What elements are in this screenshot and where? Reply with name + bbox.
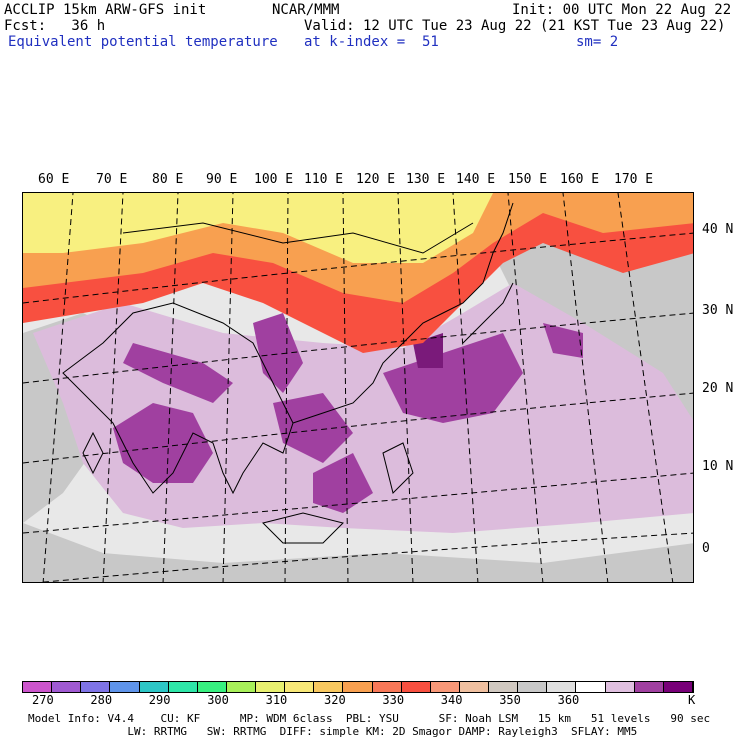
yellow-band (23, 193, 493, 263)
smoothing-info: sm= 2 (576, 34, 619, 50)
longitude-label: 90 E (206, 172, 238, 187)
colorbar-tick-label: 310 (265, 693, 288, 707)
colorbar-swatch (23, 682, 53, 692)
longitude-label: 60 E (38, 172, 70, 187)
field-name: Equivalent potential temperature (8, 34, 278, 50)
level-info: at k-index = 51 (304, 34, 439, 50)
longitude-label: 170 E (614, 172, 654, 187)
purple-patch-bay-of-bengal (113, 403, 213, 483)
graticule (23, 193, 693, 582)
colorbar (22, 681, 694, 693)
longitude-label: 70 E (96, 172, 128, 187)
purple-patch-tibet (253, 313, 303, 393)
colorbar-swatch (110, 682, 140, 692)
colorbar-swatch (256, 682, 286, 692)
map-panel (22, 192, 694, 583)
latitude-label: 10 N (702, 459, 734, 474)
colorbar-swatch (459, 682, 489, 692)
colorbar-swatch (285, 682, 315, 692)
footer-model-info: Model Info: V4.4 CU: KF MP: WDM 6class P… (28, 712, 711, 725)
colorbar-swatch (576, 682, 606, 692)
model-title: ACCLIP 15km ARW-GFS init (4, 2, 207, 18)
longitude-label: 80 E (152, 172, 184, 187)
colorbar-swatch (663, 682, 693, 692)
gray-region-south (23, 523, 693, 582)
latitude-label: 20 N (702, 381, 734, 396)
coastlines (62, 202, 514, 544)
colorbar-tick-label: 340 (440, 693, 463, 707)
longitude-label: 150 E (508, 172, 548, 187)
purple-patch-south-china-sea (313, 453, 373, 513)
latitude-label: 0 (702, 541, 710, 556)
colorbar-swatch (343, 682, 373, 692)
colorbar-swatch (372, 682, 402, 692)
colorbar-tick-label: 280 (90, 693, 113, 707)
colorbar-tick-label: 290 (148, 693, 171, 707)
colorbar-swatch (547, 682, 577, 692)
colorbar-swatch (197, 682, 227, 692)
colorbar-swatch (634, 682, 664, 692)
colorbar-tick-label: 300 (207, 693, 229, 707)
colorbar-swatch (168, 682, 198, 692)
purple-patch-south-china (273, 393, 353, 463)
purple-patch-pacific (383, 333, 523, 423)
forecast-hour: Fcst: 36 h (4, 18, 106, 34)
longitude-label: 120 E (356, 172, 396, 187)
colorbar-swatch (226, 682, 256, 692)
colorbar-tick-label: 330 (382, 693, 405, 707)
latitude-label: 40 N (702, 222, 734, 237)
purple-patch-india (123, 343, 233, 403)
colorbar-tick-label: 350 (499, 693, 521, 707)
colorbar-swatch (52, 682, 82, 692)
colorbar-unit: K (688, 693, 696, 707)
footer-physics-info: LW: RRTMG SW: RRTMG DIFF: simple KM: 2D … (28, 725, 638, 738)
organization: NCAR/MMM (272, 2, 340, 18)
theta-e-map (23, 193, 693, 582)
colorbar-tick-label: 270 (32, 693, 54, 707)
colorbar-swatch (314, 682, 344, 692)
colorbar-swatch (401, 682, 431, 692)
colorbar-swatch (81, 682, 111, 692)
colorbar-swatch (139, 682, 169, 692)
longitude-label: 160 E (560, 172, 600, 187)
valid-time: Valid: 12 UTC Tue 23 Aug 22 (21 KST Tue … (304, 18, 726, 34)
colorbar-swatch (430, 682, 460, 692)
longitude-label: 110 E (304, 172, 344, 187)
colorbar-tick-label: 360 (557, 693, 580, 707)
purple-patch-northwest-pacific (543, 323, 583, 358)
longitude-label: 130 E (406, 172, 446, 187)
longitude-label: 100 E (254, 172, 294, 187)
colorbar-swatch (518, 682, 548, 692)
longitude-label: 140 E (456, 172, 496, 187)
colorbar-swatch (605, 682, 635, 692)
init-time: Init: 00 UTC Mon 22 Aug 22 (512, 2, 732, 18)
colorbar-swatch (489, 682, 519, 692)
latitude-label: 30 N (702, 303, 734, 318)
colorbar-tick-label: 320 (324, 693, 346, 707)
